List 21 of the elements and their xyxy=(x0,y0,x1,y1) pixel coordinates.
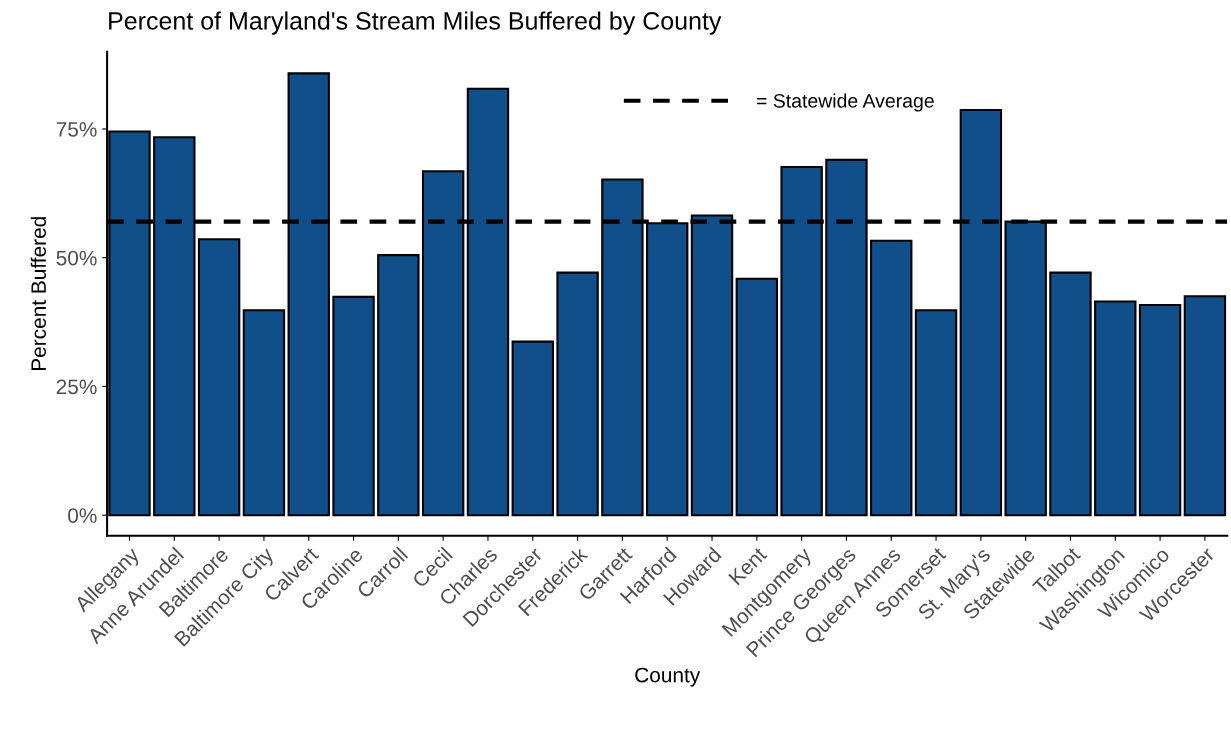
y-axis-title: Percent Buffered xyxy=(30,217,47,371)
ref-line-label: = Statewide Average xyxy=(757,93,934,112)
bar xyxy=(242,309,286,517)
y-tick-label: 0% xyxy=(68,508,97,523)
bar xyxy=(914,309,958,517)
bar xyxy=(870,239,913,517)
chart-title: Percent of Maryland's Stream Miles Buffered by County xyxy=(109,11,722,35)
bar xyxy=(197,238,241,517)
x-axis-title: County xyxy=(635,667,701,687)
bar xyxy=(332,295,375,517)
bar xyxy=(377,254,420,517)
bar xyxy=(735,277,779,517)
bar xyxy=(511,340,554,517)
y-tick-label: 25% xyxy=(56,379,97,395)
y-tick-label: 75% xyxy=(56,122,97,137)
bar xyxy=(1138,304,1182,517)
bar xyxy=(1049,271,1092,517)
bar xyxy=(556,271,599,517)
bar xyxy=(1094,300,1137,517)
bar xyxy=(1183,295,1227,517)
y-tick-label: 50% xyxy=(56,250,97,266)
